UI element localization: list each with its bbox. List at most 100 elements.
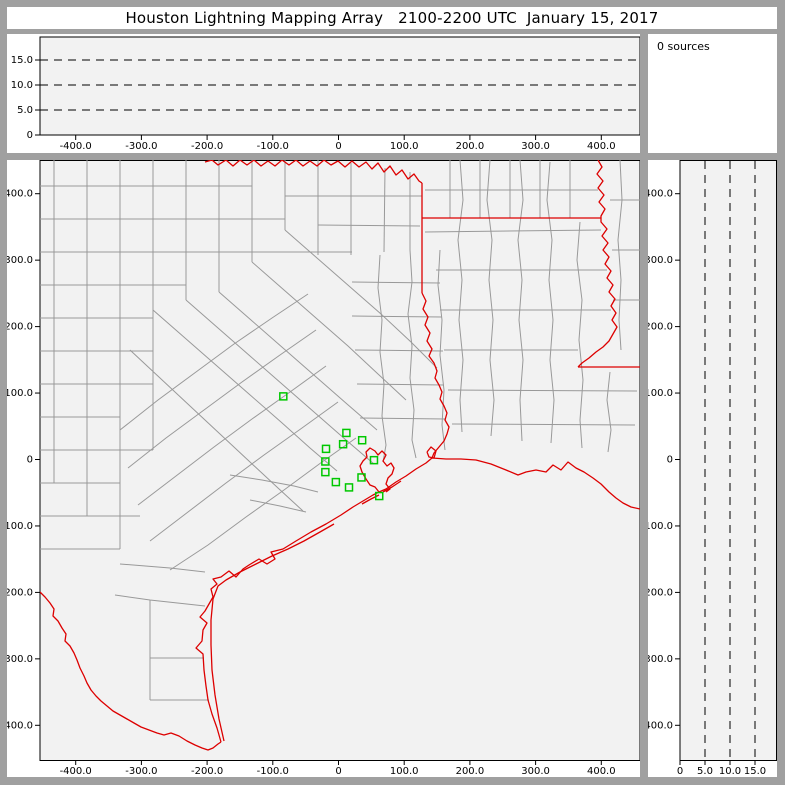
lma-station-marker — [331, 477, 341, 487]
ns-y-tick-label: 0 — [667, 455, 673, 466]
map-y-tick-label: 300.0 — [7, 255, 33, 266]
county-boundary — [356, 383, 445, 386]
map-panel: 400.0 300.0 200.0 100.0 0 -100.0 -200.0 -300.0 -… — [7, 160, 640, 777]
county-boundary — [317, 224, 421, 227]
county-boundary — [351, 315, 443, 318]
ns-x-tick-label: 5.0 — [697, 766, 713, 777]
county-boundary — [251, 261, 407, 401]
ew-x-tick-label: -400.0 — [60, 141, 92, 152]
state-coast-boundary — [421, 292, 450, 459]
ew-x-tick-label: 300.0 — [521, 141, 550, 152]
map-y-tick-label: -200.0 — [7, 587, 33, 598]
map-x-tick-label: 100.0 — [390, 766, 419, 777]
county-boundary — [129, 349, 304, 512]
state-coast-boundary — [426, 446, 437, 459]
county-boundary — [249, 499, 307, 513]
alt-ns-panel: 400.0 300.0 200.0 100.0 0 -100.0 -200.0 -300.0 -… — [648, 160, 777, 777]
map-x-tick-label: 200.0 — [456, 766, 485, 777]
source-count-panel: 0 sources — [648, 34, 777, 153]
county-boundary — [152, 309, 338, 472]
state-coast-boundary — [204, 160, 423, 184]
state-coast-boundary — [39, 591, 222, 751]
county-boundary — [451, 423, 636, 426]
map-x-tick-label: 0 — [335, 766, 341, 777]
county-boundary — [457, 160, 464, 433]
county-boundary — [424, 229, 602, 233]
lma-station-marker — [369, 455, 379, 465]
ns-x-tick-label: 15.0 — [744, 766, 766, 777]
lma-station-marker — [357, 435, 367, 445]
alt-ns-plot[interactable]: 400.0 300.0 200.0 100.0 0 -100.0 -200.0 -300.0 -… — [648, 160, 777, 777]
county-boundary — [606, 371, 612, 453]
plan-view-map-plot[interactable]: 400.0 300.0 200.0 100.0 0 -100.0 -200.0 -300.0 -… — [7, 160, 640, 777]
map-x-tick-label: -100.0 — [257, 766, 289, 777]
ew-x-tick-label: -300.0 — [125, 141, 157, 152]
alt-ew-plot[interactable]: 0 5.0 10.0 15.0 -400.0 -300.0 -200.0 -100.0 0 100… — [7, 34, 640, 153]
county-boundary — [119, 293, 309, 431]
county-boundary — [218, 291, 378, 431]
alt-y-tick-label: 10.0 — [11, 80, 33, 91]
map-y-tick-label: 0 — [27, 455, 33, 466]
county-boundary — [149, 401, 339, 542]
lma-station-marker — [321, 467, 330, 477]
ns-x-tick-label: 10.0 — [719, 766, 741, 777]
county-boundary — [359, 417, 447, 420]
ns-y-tick-label: 400.0 — [648, 189, 673, 200]
county-boundary — [284, 229, 438, 369]
state-coast-boundary — [210, 523, 335, 742]
map-y-tick-label: -400.0 — [7, 720, 33, 731]
county-boundary — [486, 160, 495, 437]
county-boundary — [437, 249, 446, 451]
alt-y-tick-label: 0 — [27, 130, 33, 141]
lma-station-marker — [279, 392, 288, 401]
window-title: Houston Lightning Mapping Array 2100-220… — [125, 9, 659, 27]
ew-x-tick-label: 0 — [335, 141, 341, 152]
lma-station-marker — [338, 439, 348, 449]
lma-station-marker — [374, 491, 384, 501]
state-coast-boundary — [195, 457, 640, 743]
lma-station-marker — [321, 444, 331, 454]
ns-y-tick-label: 300.0 — [648, 255, 673, 266]
ns-y-tick-label: -400.0 — [648, 720, 673, 731]
ew-x-tick-label: 100.0 — [390, 141, 419, 152]
county-boundary — [137, 365, 327, 506]
county-boundary — [351, 281, 441, 284]
county-boundary — [354, 349, 444, 352]
county-boundary — [229, 474, 319, 493]
county-boundary — [576, 221, 584, 449]
ns-y-tick-label: 100.0 — [648, 388, 673, 399]
map-x-tick-label: 300.0 — [521, 766, 550, 777]
source-count-label: 0 sources — [657, 40, 710, 53]
county-boundary — [447, 389, 638, 392]
state-coast-boundary — [577, 160, 618, 368]
map-y-tick-label: -300.0 — [7, 654, 33, 665]
alt-y-tick-label: 15.0 — [11, 55, 33, 66]
map-y-tick-label: -100.0 — [7, 521, 33, 532]
ns-y-tick-label: -300.0 — [648, 654, 673, 665]
county-boundary — [407, 249, 417, 459]
ns-y-tick-label: 200.0 — [648, 322, 673, 333]
lma-station-marker — [344, 483, 354, 492]
map-x-tick-label: -400.0 — [60, 766, 92, 777]
county-boundary — [617, 160, 623, 351]
lma-station-marker — [342, 428, 351, 438]
county-boundary — [119, 563, 206, 573]
title-bar: Houston Lightning Mapping Array 2100-220… — [7, 7, 777, 29]
ew-x-tick-label: -200.0 — [191, 141, 223, 152]
map-y-tick-label: 100.0 — [7, 388, 33, 399]
map-y-tick-label: 200.0 — [7, 322, 33, 333]
alt-y-tick-label: 5.0 — [17, 105, 33, 116]
map-x-tick-label: -300.0 — [125, 766, 157, 777]
ew-x-tick-label: 200.0 — [456, 141, 485, 152]
county-boundary — [377, 254, 387, 463]
county-boundary — [546, 161, 555, 444]
ns-x-tick-label: 0 — [677, 766, 683, 777]
map-plot-area — [39, 160, 640, 761]
alt-ns-plot-area — [679, 160, 777, 761]
ns-y-tick-label: -200.0 — [648, 587, 673, 598]
map-y-tick-label: 400.0 — [7, 189, 33, 200]
alt-ew-panel: 0 5.0 10.0 15.0 -400.0 -300.0 -200.0 -100.0 0 100… — [7, 34, 640, 153]
state-coast-boundary — [382, 480, 402, 493]
county-boundary — [383, 167, 386, 253]
